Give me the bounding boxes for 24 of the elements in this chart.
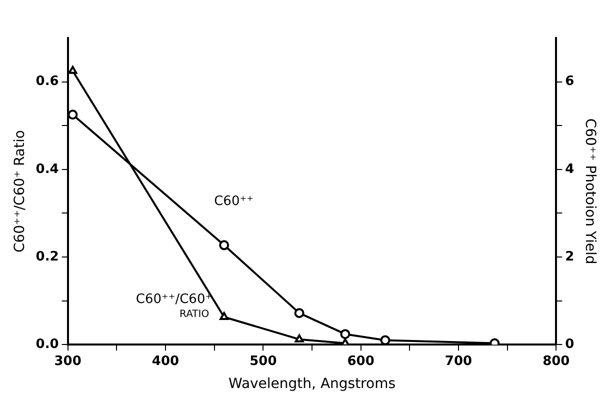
y2-tick-label: 6	[565, 74, 574, 90]
y-axis-title: C60⁺⁺/C60⁺ Ratio	[12, 130, 28, 253]
y2-axis-title: C60⁺⁺ Photoion Yield	[582, 118, 598, 264]
series-label: C60⁺⁺/C60⁺ RATIO	[136, 292, 212, 320]
point	[294, 308, 304, 318]
series-label: C60⁺⁺	[214, 194, 254, 210]
x-tick-label: 500	[250, 354, 277, 369]
y2-tick-label: 0	[565, 336, 574, 352]
y2-tick-label: 2	[565, 249, 574, 264]
y-tick-label: 0.0	[36, 336, 59, 352]
y2-tick-label: 4	[565, 162, 574, 177]
y-tick-label: 0.4	[36, 162, 59, 177]
x-tick-label: 800	[542, 354, 570, 369]
x-tick-label: 300	[54, 354, 82, 369]
point	[380, 335, 390, 345]
point	[219, 240, 230, 250]
x-tick-label: 600	[347, 354, 374, 369]
x-axis-title: Wavelength, Angstroms	[228, 376, 396, 392]
x-tick-label: 400	[152, 354, 180, 369]
x-tick-label: 700	[444, 354, 472, 369]
point	[68, 110, 78, 120]
point	[340, 329, 350, 340]
y-tick-label: 0.6	[36, 74, 59, 90]
y-tick-label: 0.2	[36, 249, 59, 264]
